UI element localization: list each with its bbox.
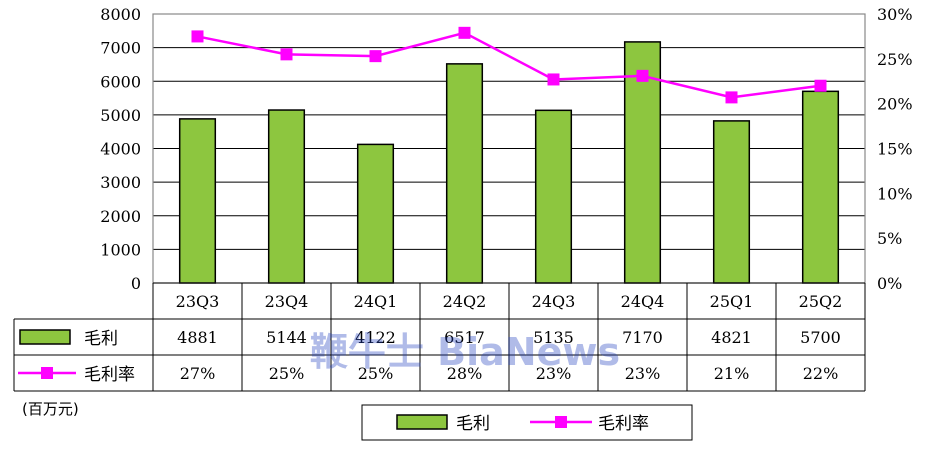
line-value-label: 23% [625, 364, 661, 383]
watermark: 鞭牛士 BiaNews [310, 330, 620, 374]
line-marker [636, 69, 649, 82]
x-tick-label: 24Q4 [621, 292, 665, 311]
y-left-tick-label: 7000 [100, 39, 141, 58]
bar [267, 109, 306, 284]
legend-label: 毛利 [456, 414, 490, 434]
table-key-bar [19, 329, 71, 345]
bar [445, 63, 484, 284]
legend-label: 毛利率 [598, 414, 649, 434]
x-tick-label: 25Q1 [710, 292, 754, 311]
bar-value-label: 7170 [622, 328, 663, 347]
line-marker [725, 91, 738, 104]
y-right-tick-label: 5% [877, 229, 902, 248]
line-value-label: 23% [536, 364, 572, 383]
y-right-tick-label: 0% [877, 274, 902, 293]
line-marker [458, 26, 471, 39]
line-series [191, 26, 827, 104]
x-tick-label: 25Q2 [799, 292, 843, 311]
gridlines [153, 13, 865, 284]
y-left-tick-label: 5000 [100, 106, 141, 125]
y-left-tick-label: 8000 [100, 5, 141, 24]
bar-value-label: 5700 [800, 328, 841, 347]
bar-value-label: 5135 [533, 328, 574, 347]
line-value-label: 25% [358, 364, 394, 383]
y-left-tick-label: 0 [131, 274, 141, 293]
y-right-tick-label: 30% [877, 5, 913, 24]
line-marker [191, 30, 204, 43]
legend-key-marker [555, 416, 567, 428]
y-right-tick-label: 20% [877, 95, 913, 114]
bar-value-label: 4821 [711, 328, 752, 347]
watermark-text: 鞭牛士 BiaNews [310, 330, 620, 374]
table-key-marker [41, 367, 53, 379]
y-left-tick-label: 4000 [100, 140, 141, 159]
bar-value-label: 5144 [266, 328, 307, 347]
y-left-tick-label: 3000 [100, 173, 141, 192]
x-tick-label: 24Q3 [532, 292, 576, 311]
bar-value-label: 4122 [355, 328, 396, 347]
line-marker [280, 48, 293, 61]
bar [356, 143, 395, 284]
table-row-label: 毛利率 [84, 365, 135, 385]
table-row-label: 毛利 [84, 329, 118, 349]
bar [534, 109, 573, 284]
y-left-tick-label: 2000 [100, 207, 141, 226]
y-right-tick-label: 10% [877, 184, 913, 203]
x-tick-label: 23Q4 [265, 292, 309, 311]
y-left-tick-label: 1000 [100, 240, 141, 259]
line-value-label: 27% [180, 364, 216, 383]
bar-series [178, 41, 840, 284]
line-marker [369, 50, 382, 63]
y-left-tick-label: 6000 [100, 72, 141, 91]
data-table: 23Q3 23Q4 24Q1 24Q2 24Q3 24Q4 25Q1 25Q2 4881 5144… [13, 282, 866, 392]
bar-value-label: 6517 [444, 328, 485, 347]
line-path [197, 31, 821, 99]
line-marker [814, 79, 827, 92]
axes: 0 1000 2000 3000 4000 5000 6000 7000 8000 0% 5% 10%… [100, 5, 912, 293]
line-value-label: 21% [714, 364, 750, 383]
x-tick-label: 24Q1 [354, 292, 398, 311]
y-right-tick-label: 15% [877, 140, 913, 159]
x-tick-label: 23Q3 [176, 292, 220, 311]
line-marker [547, 73, 560, 86]
x-tick-label: 24Q2 [443, 292, 487, 311]
legend-key-bar [396, 414, 448, 430]
y-right-tick-label: 25% [877, 50, 913, 69]
bar-value-label: 4881 [177, 328, 218, 347]
unit-note: (百万元) [22, 400, 79, 418]
bar [801, 90, 840, 284]
line-value-label: 25% [269, 364, 305, 383]
bar [178, 118, 217, 284]
line-value-label: 22% [803, 364, 839, 383]
line-value-label: 28% [447, 364, 483, 383]
legend: 毛利 毛利率 [361, 404, 693, 441]
bar [623, 41, 662, 284]
bar [712, 120, 751, 284]
